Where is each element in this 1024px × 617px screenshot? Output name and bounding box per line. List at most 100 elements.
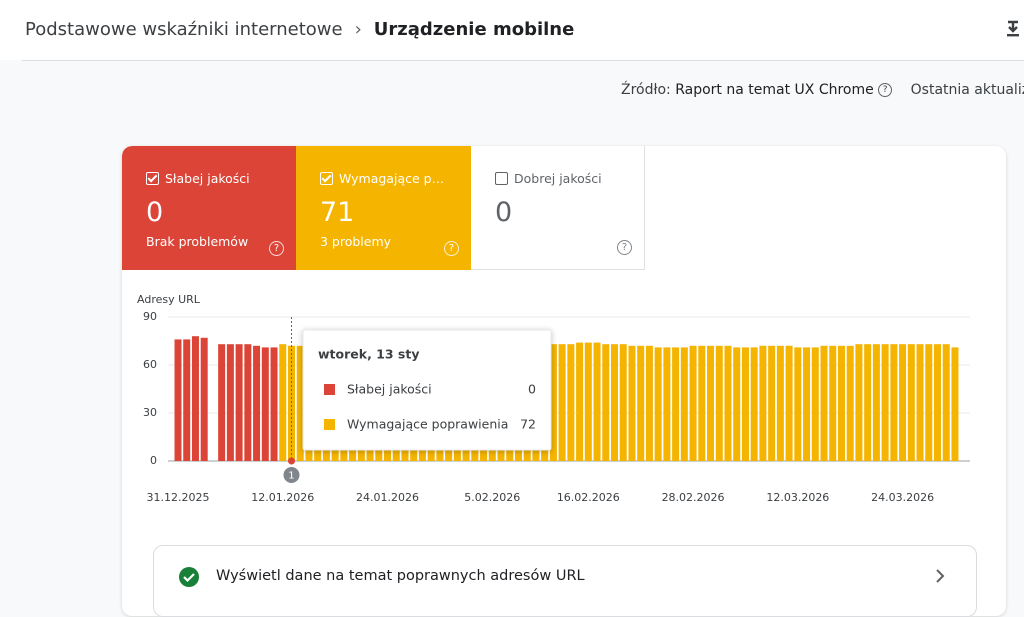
- bar-segment: [837, 345, 845, 461]
- bar-segment: [925, 344, 933, 461]
- x-tick-label: 12.01.2026: [251, 491, 314, 504]
- chevron: [936, 569, 945, 583]
- bar-segment: [549, 344, 557, 461]
- y-tick-label: 60: [143, 358, 157, 371]
- bar-segment: [218, 344, 226, 461]
- bar-segment: [890, 344, 898, 461]
- bar-segment: [235, 344, 243, 461]
- hover-dot: [287, 457, 295, 465]
- bar-segment: [785, 345, 793, 461]
- x-tick-label: 24.01.2026: [356, 491, 419, 504]
- x-tick-label: 28.02.2026: [662, 491, 725, 504]
- y-tick-label: 30: [143, 406, 157, 419]
- bar-segment: [628, 345, 636, 461]
- source-label: Źródło:: [621, 82, 671, 98]
- bar-segment: [567, 344, 575, 461]
- bar-segment: [270, 347, 278, 461]
- bar-segment: [558, 344, 566, 461]
- breadcrumb-link[interactable]: Podstawowe wskaźniki internetowe: [25, 19, 343, 40]
- tooltip-series-name: Słabej jakości: [347, 382, 432, 397]
- bar-segment: [576, 342, 584, 461]
- app-bar: [0, 0, 1024, 60]
- tooltip-swatch: [324, 419, 335, 430]
- x-tick-label: 12.03.2026: [766, 491, 829, 504]
- page-title: Urządzenie mobilne: [373, 19, 575, 40]
- bar-segment: [611, 344, 618, 461]
- bar-segment: [680, 347, 688, 461]
- bar-segment: [803, 347, 811, 461]
- bar-segment: [261, 347, 269, 461]
- bar-segment: [899, 344, 907, 461]
- bar-segment: [820, 345, 828, 461]
- tooltip-swatch: [324, 384, 335, 395]
- chart: Adresy URL 0 30 60 90 31.12.2025 12.01.2026 24…: [137, 293, 970, 504]
- bar-segment: [593, 342, 601, 461]
- bar-segment: [689, 345, 697, 461]
- bar-segment: [768, 345, 776, 461]
- tab-count: 0: [495, 197, 513, 228]
- tooltip-value: 0: [528, 382, 536, 397]
- tab[interactable]: Dobrej jakości 0 ?: [471, 146, 645, 270]
- x-tick-label: 16.02.2026: [557, 491, 620, 504]
- bar-segment: [183, 339, 191, 461]
- divider: [22, 60, 1024, 61]
- bar-segment: [741, 347, 749, 461]
- tab-count: 71: [320, 197, 355, 228]
- page: Urządzenie mobilne {"header": {"breadcru…: [0, 0, 1024, 598]
- tooltip-title: wtorek, 13 sty: [318, 347, 419, 362]
- bar-segment: [951, 347, 959, 461]
- breadcrumb: Podstawowe wskaźniki internetowe › Urządze…: [25, 19, 575, 40]
- tab-note: 3 problemy: [320, 234, 392, 249]
- x-tick-label: 5.02.2026: [464, 491, 520, 504]
- bar-segment: [715, 345, 723, 461]
- y-tick-label: 90: [143, 310, 157, 323]
- bar-segment: [811, 347, 819, 461]
- bar-segment: [846, 345, 854, 461]
- tab-count: 0: [146, 197, 164, 228]
- bar-segment: [872, 344, 880, 461]
- bar-segment: [881, 344, 889, 461]
- bar-segment: [584, 342, 592, 461]
- source-value: Raport na temat UX Chrome: [675, 82, 874, 98]
- check-icon: [179, 567, 199, 587]
- tab-note: Brak problemów: [146, 234, 249, 249]
- tooltip-value: 72: [520, 417, 536, 432]
- bar-segment: [200, 337, 208, 461]
- bar-segment: [707, 345, 715, 461]
- bar-segment: [619, 344, 627, 461]
- tooltip-series-name: Wymagające poprawienia: [347, 417, 508, 432]
- bar-segment: [637, 345, 645, 461]
- link-label: Wyświetl dane na temat poprawnych adresó…: [216, 568, 585, 584]
- y-tick-label: 0: [150, 454, 157, 467]
- bar-segment: [750, 347, 758, 461]
- last-update: Ostatnia aktualizacja: [910, 82, 1024, 98]
- annotation-marker: [283, 467, 300, 483]
- bar-segment: [296, 345, 304, 461]
- bar-segment: [794, 347, 802, 461]
- bar-segment: [698, 345, 706, 461]
- bar-segment: [191, 336, 199, 461]
- y-axis-label: Adresy URL: [137, 293, 201, 306]
- x-tick-label: 31.12.2025: [147, 491, 210, 504]
- help-icon[interactable]: ?: [878, 83, 893, 97]
- bar-segment: [602, 344, 610, 461]
- bar-segment: [724, 345, 732, 461]
- bar-segment: [645, 345, 653, 461]
- annotation-label: 1: [288, 471, 294, 482]
- source-line: Źródło: Raport na temat UX Chrome ? Osta…: [621, 82, 1024, 98]
- tab[interactable]: Słabej jakości 0 Brak problemów ?: [122, 146, 296, 270]
- bar-segment: [174, 339, 182, 461]
- bar-segment: [934, 344, 942, 461]
- bar-segment: [829, 345, 837, 461]
- download-icon[interactable]: [1004, 20, 1022, 38]
- tooltip: wtorek, 13 sty Słabej jakości 0 Wymagające …: [302, 329, 552, 451]
- x-tick-label: 24.03.2026: [871, 491, 934, 504]
- bar-segment: [942, 344, 950, 461]
- bar-segment: [907, 344, 915, 461]
- tab[interactable]: Wymagające poprawienia 71 3 problemy ?: [296, 146, 471, 270]
- bar-segment: [776, 345, 784, 461]
- bar-segment: [733, 347, 741, 461]
- bar-segment: [864, 344, 872, 461]
- bar-segment: [244, 344, 252, 461]
- tooltip-box: [302, 329, 552, 451]
